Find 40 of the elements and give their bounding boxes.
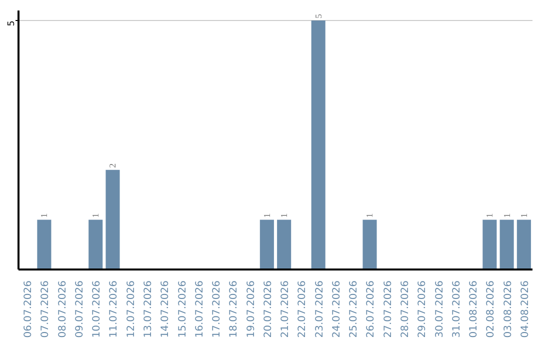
data-label: 1	[484, 213, 495, 218]
x-tick-label: 02.08.2026	[486, 280, 497, 338]
x-tick-label: 11.07.2026	[108, 280, 120, 338]
data-label: 1	[364, 213, 375, 218]
x-tick-label: 13.07.2026	[143, 280, 154, 338]
x-tick-label: 17.07.2026	[212, 280, 223, 338]
data-label: 1	[502, 213, 512, 218]
x-tick-label: 10.07.2026	[92, 280, 103, 338]
x-tick-label: 23.07.2026	[314, 280, 326, 338]
x-tick-label: 28.07.2026	[400, 280, 411, 338]
x-tick-label: 20.07.2026	[262, 280, 274, 338]
data-label: 1	[90, 213, 101, 218]
data-label: 5	[313, 13, 324, 18]
data-label: 2	[108, 163, 118, 168]
x-tick-label: 04.08.2026	[520, 280, 531, 338]
x-tick-label: 14.07.2026	[160, 280, 172, 338]
x-tick-label: 03.08.2026	[502, 280, 514, 338]
x-tick-label: 08.07.2026	[57, 280, 68, 338]
data-label: 1	[518, 213, 529, 218]
x-tick-label: 30.07.2026	[434, 280, 446, 338]
data-label: 1	[39, 213, 50, 218]
x-tick-label: 22.07.2026	[297, 280, 308, 338]
x-tick-label: 06.07.2026	[23, 280, 34, 338]
x-tick-label: 01.08.2026	[468, 280, 480, 338]
x-tick-label: 19.07.2026	[246, 280, 257, 338]
x-tick-label: 21.07.2026	[280, 280, 292, 338]
x-tick-label: 27.07.2026	[382, 280, 394, 338]
x-tick-label: 24.07.2026	[331, 280, 342, 338]
x-tick-label: 16.07.2026	[194, 280, 206, 338]
x-tick-label: 12.07.2026	[126, 280, 137, 338]
x-tick-label: 26.07.2026	[366, 280, 377, 338]
data-label: 1	[262, 213, 272, 218]
x-tick-label: 25.07.2026	[348, 280, 360, 338]
x-tick-label: 18.07.2026	[228, 280, 240, 338]
x-tick-label: 29.07.2026	[417, 280, 428, 338]
x-tick-label: 07.07.2026	[40, 280, 52, 338]
x-tick-label: 15.07.2026	[177, 280, 188, 338]
data-label: 1	[279, 213, 290, 218]
x-tick-label: 09.07.2026	[74, 280, 86, 338]
x-tick-label: 31.07.2026	[451, 280, 462, 338]
